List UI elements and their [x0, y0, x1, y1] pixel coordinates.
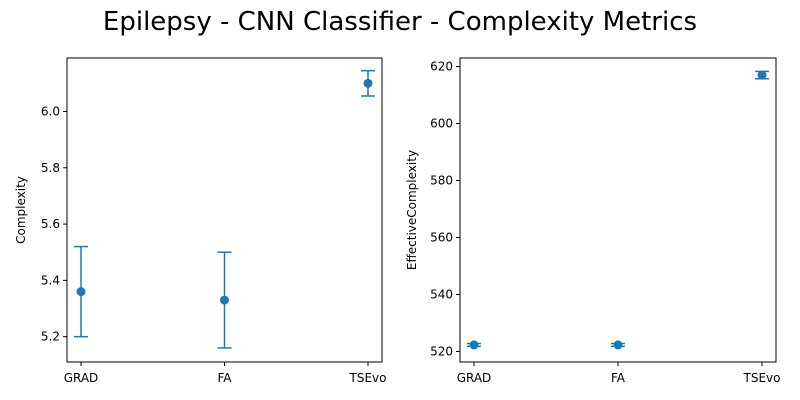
- complexity-point: [220, 295, 229, 305]
- complexity-xtick-label: GRAD: [64, 371, 99, 385]
- complexity-ylabel: Complexity: [14, 176, 28, 244]
- effective-complexity-point: [469, 340, 479, 350]
- complexity-xtick-label: FA: [217, 371, 232, 385]
- effective-complexity-xtick-label: GRAD: [457, 371, 492, 385]
- effective-complexity-xtick-label: FA: [611, 371, 626, 385]
- effective-complexity-xtick-label: TSEvo: [743, 371, 781, 385]
- effective-complexity-point: [757, 70, 767, 80]
- effective-complexity-ytick-label: 620: [430, 60, 453, 74]
- figure-title: Epilepsy - CNN Classifier - Complexity M…: [103, 7, 697, 37]
- complexity-ytick-label: 6.0: [41, 104, 60, 118]
- effective-complexity-ylabel: EffectiveComplexity: [405, 150, 419, 270]
- effective-complexity-panel: 520 540 560 580 600 620 GRAD FA TSEvo EffectiveCo…: [405, 57, 781, 385]
- effective-complexity-ytick-label: 540: [430, 287, 453, 301]
- effective-complexity-axes-frame: [459, 57, 777, 363]
- complexity-ytick-label: 5.2: [41, 330, 60, 344]
- complexity-ytick-label: 5.8: [41, 161, 60, 175]
- effective-complexity-ytick-label: 560: [430, 230, 453, 244]
- complexity-xtick-label: TSEvo: [349, 371, 387, 385]
- complexity-ytick-label: 5.6: [41, 217, 60, 231]
- complexity-ytick-label: 5.4: [41, 273, 60, 287]
- complexity-panel: 5.2 5.4 5.6 5.8 6.0 GRAD FA TSEvo Complexity: [14, 57, 387, 385]
- effective-complexity-ytick-label: 580: [430, 174, 453, 188]
- effective-complexity-point: [613, 340, 623, 350]
- effective-complexity-ytick-label: 520: [430, 344, 453, 358]
- effective-complexity-ytick-label: 600: [430, 117, 453, 131]
- complexity-point: [76, 287, 86, 297]
- complexity-point: [363, 78, 373, 88]
